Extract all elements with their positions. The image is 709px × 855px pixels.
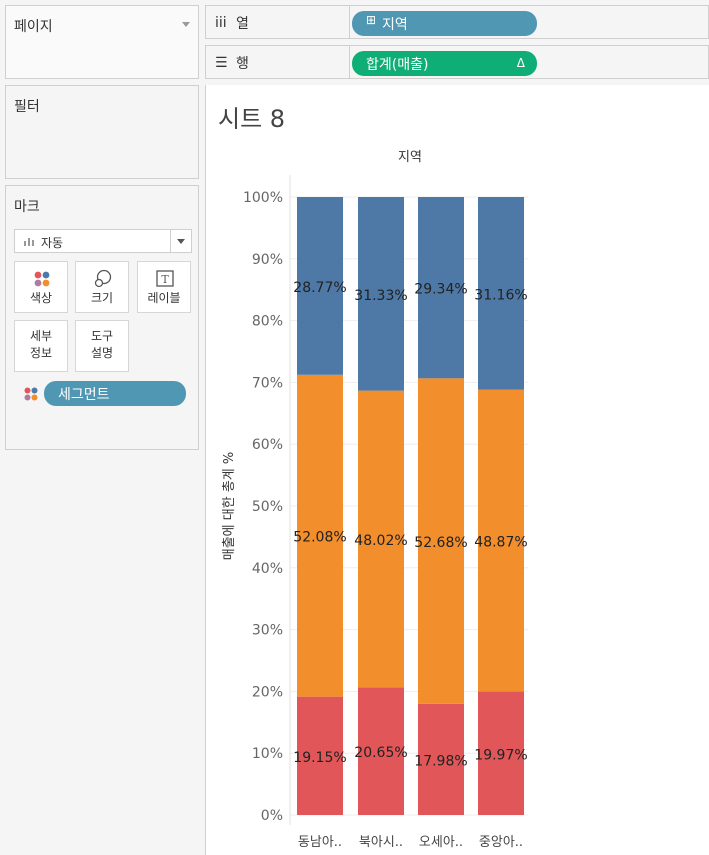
color-encoding-icon <box>24 387 38 401</box>
bar-segment <box>358 197 404 391</box>
columns-label: 열 <box>236 16 249 32</box>
columns-shelf[interactable]: iii 열 ⊞ 지역 <box>205 5 709 39</box>
color-button-label: 색상 <box>29 291 53 305</box>
bar-segment <box>358 390 404 688</box>
table-calc-delta-icon: Δ <box>516 56 525 70</box>
segment-pill-label: 세그먼트 <box>58 387 110 403</box>
detail-label-line2: 정보 <box>29 346 53 360</box>
bar-segment <box>478 389 524 692</box>
marks-title: 마크 <box>14 199 40 215</box>
tooltip-button[interactable]: 도구 설명 <box>75 320 129 372</box>
mark-type-label: 자동 <box>41 236 64 250</box>
text-label-icon: T <box>156 270 174 287</box>
bar-data-label: 29.34% <box>414 282 467 298</box>
y-tick-label: 60% <box>252 437 283 453</box>
y-tick-label: 40% <box>252 561 283 577</box>
y-tick-label: 80% <box>252 314 283 330</box>
y-axis-title: 매출에 대한 총계 % <box>222 452 237 560</box>
bar-data-label: 20.65% <box>354 745 407 761</box>
x-tick-label: 중앙아.. <box>479 835 523 850</box>
pages-card: 페이지 <box>5 5 199 79</box>
rows-shelf[interactable]: ☰ 행 합계(매출) Δ <box>205 45 709 79</box>
chevron-down-icon[interactable] <box>170 230 191 252</box>
tooltip-label-line2: 설명 <box>90 346 114 360</box>
label-button[interactable]: T 레이블 <box>137 261 191 313</box>
bar-segment <box>358 687 404 815</box>
bar-data-label: 19.15% <box>293 750 346 766</box>
rows-icon: ☰ <box>215 55 228 71</box>
size-circles-icon <box>94 269 112 288</box>
bar-data-label: 17.98% <box>414 753 467 769</box>
detail-button-text: 세부 정보 <box>15 328 67 362</box>
y-tick-label: 0% <box>261 808 283 824</box>
bar-segment <box>478 197 524 390</box>
bar-segment <box>418 197 464 379</box>
y-tick-label: 50% <box>252 499 283 515</box>
x-tick-label: 동남아.. <box>298 835 342 850</box>
x-tick-label: 북아시.. <box>359 835 403 850</box>
expand-plus-icon[interactable]: ⊞ <box>366 13 377 27</box>
filters-title: 필터 <box>14 99 40 115</box>
stacked-bar-chart: 지역 0% 10% 20% 30% 40% 50% 60% 70% 80% 90% 100% 매출에 대… <box>222 150 528 850</box>
bar-data-label: 31.16% <box>474 287 527 303</box>
bar-segment <box>297 197 343 375</box>
bar-data-label: 48.87% <box>474 535 527 551</box>
sales-sum-pill[interactable]: 합계(매출) Δ <box>352 51 537 76</box>
column-header: 지역 <box>398 150 422 165</box>
rows-shelf-label: ☰ 행 <box>206 46 350 78</box>
region-pill-label: 지역 <box>382 17 408 33</box>
sheet-title[interactable]: 시트 8 <box>218 105 286 133</box>
bar-data-label: 19.97% <box>474 747 527 763</box>
marks-card: 마크 자동 색상 크기 T 레이블 세부 <box>5 185 199 450</box>
region-pill[interactable]: ⊞ 지역 <box>352 11 537 36</box>
color-button[interactable]: 색상 <box>14 261 68 313</box>
size-button-label: 크기 <box>90 291 114 305</box>
y-tick-label: 90% <box>252 252 283 268</box>
size-button[interactable]: 크기 <box>75 261 129 313</box>
bar-chart-icon <box>24 238 34 246</box>
y-tick-label: 30% <box>252 623 283 639</box>
svg-text:T: T <box>161 273 169 286</box>
bar-segment <box>478 691 524 815</box>
y-tick-label: 20% <box>252 684 283 700</box>
sales-pill-label: 합계(매출) <box>366 57 429 73</box>
bar-segment <box>297 374 343 697</box>
segment-pill[interactable]: 세그먼트 <box>44 381 186 406</box>
y-tick-label: 100% <box>243 190 283 206</box>
bar-data-label: 48.02% <box>354 533 407 549</box>
bar-segment <box>418 378 464 704</box>
mark-type-dropdown[interactable]: 자동 <box>14 229 192 253</box>
color-dots-icon <box>34 271 50 287</box>
label-button-label: 레이블 <box>147 291 181 305</box>
bar-data-label: 28.77% <box>293 280 346 296</box>
bar-segment <box>297 696 343 815</box>
bar-data-label: 52.08% <box>293 530 346 546</box>
worksheet-view: 시트 8 지역 0% 10% 20% 30% 40% 50% 60% 70% 80% 90% 100%… <box>205 85 709 855</box>
columns-shelf-label: iii 열 <box>206 6 350 38</box>
pages-title: 페이지 <box>14 19 53 35</box>
filters-card[interactable]: 필터 <box>5 85 199 179</box>
tooltip-button-text: 도구 설명 <box>76 328 128 362</box>
pages-dropdown-icon[interactable] <box>182 22 190 27</box>
rows-label: 행 <box>236 56 249 72</box>
detail-label-line1: 세부 <box>29 329 53 343</box>
bar-data-label: 31.33% <box>354 288 407 304</box>
tooltip-label-line1: 도구 <box>90 329 114 343</box>
y-tick-label: 10% <box>252 746 283 762</box>
columns-icon: iii <box>215 15 227 31</box>
y-tick-label: 70% <box>252 375 283 391</box>
x-tick-label: 오세아.. <box>419 835 463 850</box>
detail-button[interactable]: 세부 정보 <box>14 320 68 372</box>
bar-data-label: 52.68% <box>414 535 467 551</box>
bar-segment <box>418 703 464 815</box>
